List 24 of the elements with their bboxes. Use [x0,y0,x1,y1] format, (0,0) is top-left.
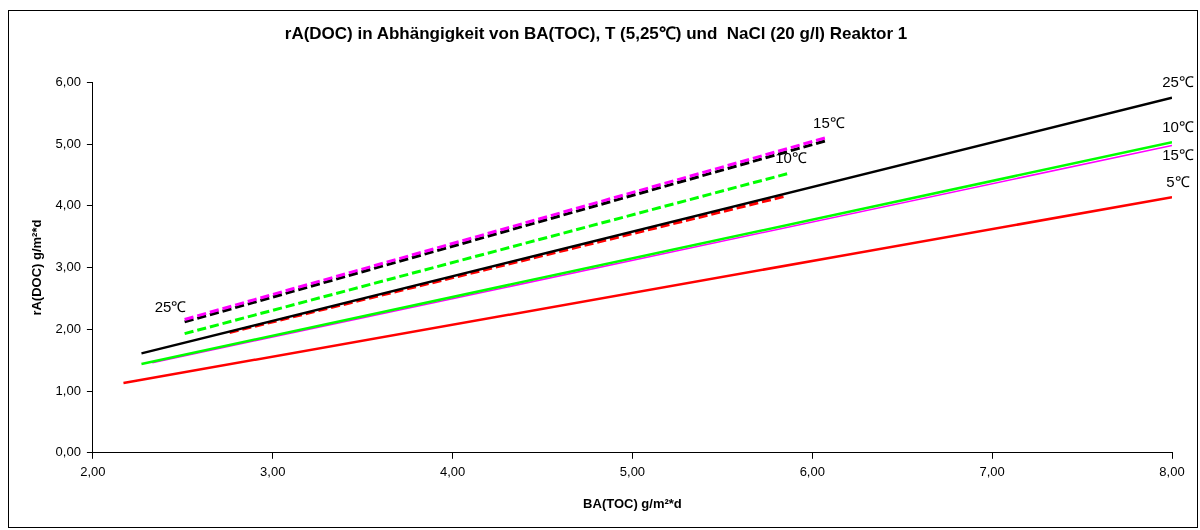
x-tick-label: 3,00 [260,464,286,480]
x-tick-label: 2,00 [80,464,106,480]
annotation: 10℃ [775,149,807,167]
chart-title: rA(DOC) in Abhängigkeit von BA(TOC), T (5,25℃) und NaCl (20 g/l) Reaktor 1 [284,23,908,43]
x-tick-label: 4,00 [439,464,466,480]
annotation: 15℃ [813,113,845,131]
y-tick-label: 1,00 [55,382,81,398]
annotation: 25℃ [1162,73,1194,91]
annotation: 5℃ [1166,172,1190,190]
annotation: 25℃ [154,297,187,315]
annotation: 10℃ [1162,117,1194,135]
x-axis-title: BA(TOC) g/m²*d [583,495,682,511]
y-tick-label: 6,00 [55,73,81,89]
x-tick-label: 5,00 [619,464,646,480]
y-tick-label: 4,00 [55,197,81,213]
y-tick-label: 2,00 [55,320,81,336]
annotation: 15℃ [1162,146,1194,164]
x-tick-label: 6,00 [799,464,825,480]
y-tick-label: 5,00 [55,135,81,151]
y-axis-title: rA(DOC) g/m²*d [29,219,45,316]
y-tick-label: 0,00 [55,444,81,460]
y-tick-label: 3,00 [55,259,81,275]
x-tick-label: 7,00 [979,464,1005,480]
x-tick-label: 8,00 [1159,464,1185,480]
